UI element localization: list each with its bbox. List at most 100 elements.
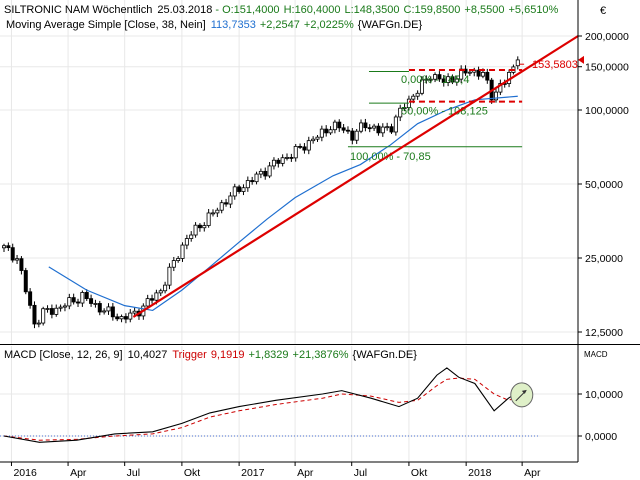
candle-body-3 — [15, 258, 20, 261]
candle-34 — [150, 294, 155, 304]
price-panel: 0,00% - 145,4 50,00% - 108,125 100,00% - 7… — [0, 0, 629, 344]
candle-98 — [428, 76, 433, 84]
annotation-label: 153,5803 — [532, 59, 578, 71]
candle-70 — [306, 136, 311, 155]
candle-109 — [476, 66, 481, 80]
candle-body-60 — [263, 170, 268, 177]
candle-body-64 — [280, 157, 285, 164]
candle-111 — [485, 68, 490, 84]
candle-body-81 — [354, 130, 359, 141]
candle-5 — [23, 267, 28, 295]
candle-20 — [89, 294, 94, 307]
candle-body-7 — [32, 304, 37, 325]
candle-body-70 — [306, 140, 311, 151]
candle-body-52 — [228, 195, 233, 205]
candle-body-78 — [341, 127, 346, 131]
candle-body-33 — [145, 298, 150, 307]
candle-50 — [219, 199, 224, 214]
candle-12 — [54, 304, 59, 317]
candle-87 — [380, 123, 385, 137]
candle-10 — [45, 305, 50, 313]
candle-73 — [319, 125, 324, 142]
currency-icon: € — [600, 5, 606, 17]
candle-30 — [132, 307, 137, 316]
candle-2 — [10, 243, 15, 263]
header-low: L:148,3500 — [344, 4, 399, 16]
candle-body-63 — [276, 159, 281, 164]
candle-24 — [106, 303, 111, 315]
candle-25 — [110, 302, 115, 321]
candle-body-110 — [480, 71, 485, 77]
x-tick-label-6: Jul — [354, 467, 367, 479]
candle-body-35 — [154, 292, 159, 301]
candle-71 — [311, 136, 316, 144]
candle-4 — [19, 256, 24, 275]
time-x-axis: 2016 Apr Jul Okt 2017 Apr Jul Okt 2018 Apr — [10, 462, 541, 479]
price-y-tick-label-1: 150,0000 — [585, 62, 629, 74]
candle-body-65 — [285, 157, 290, 159]
candle-9 — [41, 306, 46, 326]
candle-body-22 — [97, 303, 102, 313]
candle-body-0 — [2, 245, 7, 249]
candle-body-49 — [215, 209, 220, 214]
candle-body-90 — [393, 116, 398, 133]
candle-body-66 — [289, 157, 294, 159]
candle-3 — [15, 254, 20, 265]
candle-46 — [202, 222, 207, 232]
candle-body-39 — [171, 260, 176, 268]
x-tick-label-2: Jul — [127, 467, 140, 479]
moving-average-line — [48, 95, 518, 312]
candle-body-28 — [123, 316, 128, 320]
candle-body-114 — [498, 83, 503, 93]
trigger-value: 9,1919 — [211, 349, 245, 361]
candle-47 — [206, 209, 211, 228]
candle-19 — [84, 289, 89, 301]
candle-body-6 — [28, 291, 33, 306]
candle-body-103 — [450, 76, 455, 83]
x-tick-label-0: 2016 — [13, 467, 37, 479]
candle-body-54 — [237, 186, 242, 192]
header-instrument: SILTRONIC NAM Wöchentlich — [4, 4, 152, 16]
candle-body-118 — [515, 59, 520, 67]
ma-value: 113,7353 — [211, 19, 256, 31]
candle-body-79 — [345, 129, 350, 132]
macd-line — [3, 367, 519, 443]
macd-panel: 10,0000 0,0000 — [0, 346, 623, 462]
candle-body-25 — [110, 306, 115, 318]
candle-body-95 — [415, 92, 420, 97]
candle-113 — [494, 89, 499, 103]
candle-body-46 — [202, 225, 207, 229]
candle-65 — [285, 153, 290, 161]
x-tick-label-9: Apr — [524, 467, 541, 479]
ma-change-abs: +2,2547 — [260, 19, 300, 31]
candle-53 — [232, 183, 237, 200]
candle-body-16 — [71, 297, 76, 303]
candle-63 — [276, 158, 281, 168]
candle-78 — [341, 123, 346, 134]
candle-body-59 — [258, 170, 263, 175]
candle-61 — [267, 162, 272, 179]
candle-33 — [145, 294, 150, 309]
candle-7 — [32, 301, 37, 329]
candle-36 — [158, 288, 163, 297]
candle-body-86 — [376, 125, 381, 134]
candle-28 — [123, 313, 128, 324]
macd-source: {WAFGn.DE} — [353, 349, 418, 361]
candle-15 — [67, 293, 72, 310]
candle-103 — [450, 74, 455, 85]
candle-body-50 — [219, 202, 224, 211]
candle-body-45 — [197, 224, 202, 229]
price-header: SILTRONIC NAM Wöchentlich 25.03.2018- O:15… — [4, 4, 559, 16]
candle-body-9 — [41, 308, 46, 324]
candle-62 — [271, 157, 276, 170]
candle-22 — [97, 300, 102, 316]
candle-48 — [210, 209, 215, 217]
candle-body-53 — [232, 186, 237, 197]
candle-body-113 — [494, 91, 499, 101]
candle-body-91 — [398, 107, 403, 118]
candle-body-74 — [324, 128, 329, 134]
macd-panel-tag: MACD — [584, 350, 608, 359]
x-tick-label-3: Okt — [184, 467, 200, 479]
candle-102 — [446, 73, 451, 87]
